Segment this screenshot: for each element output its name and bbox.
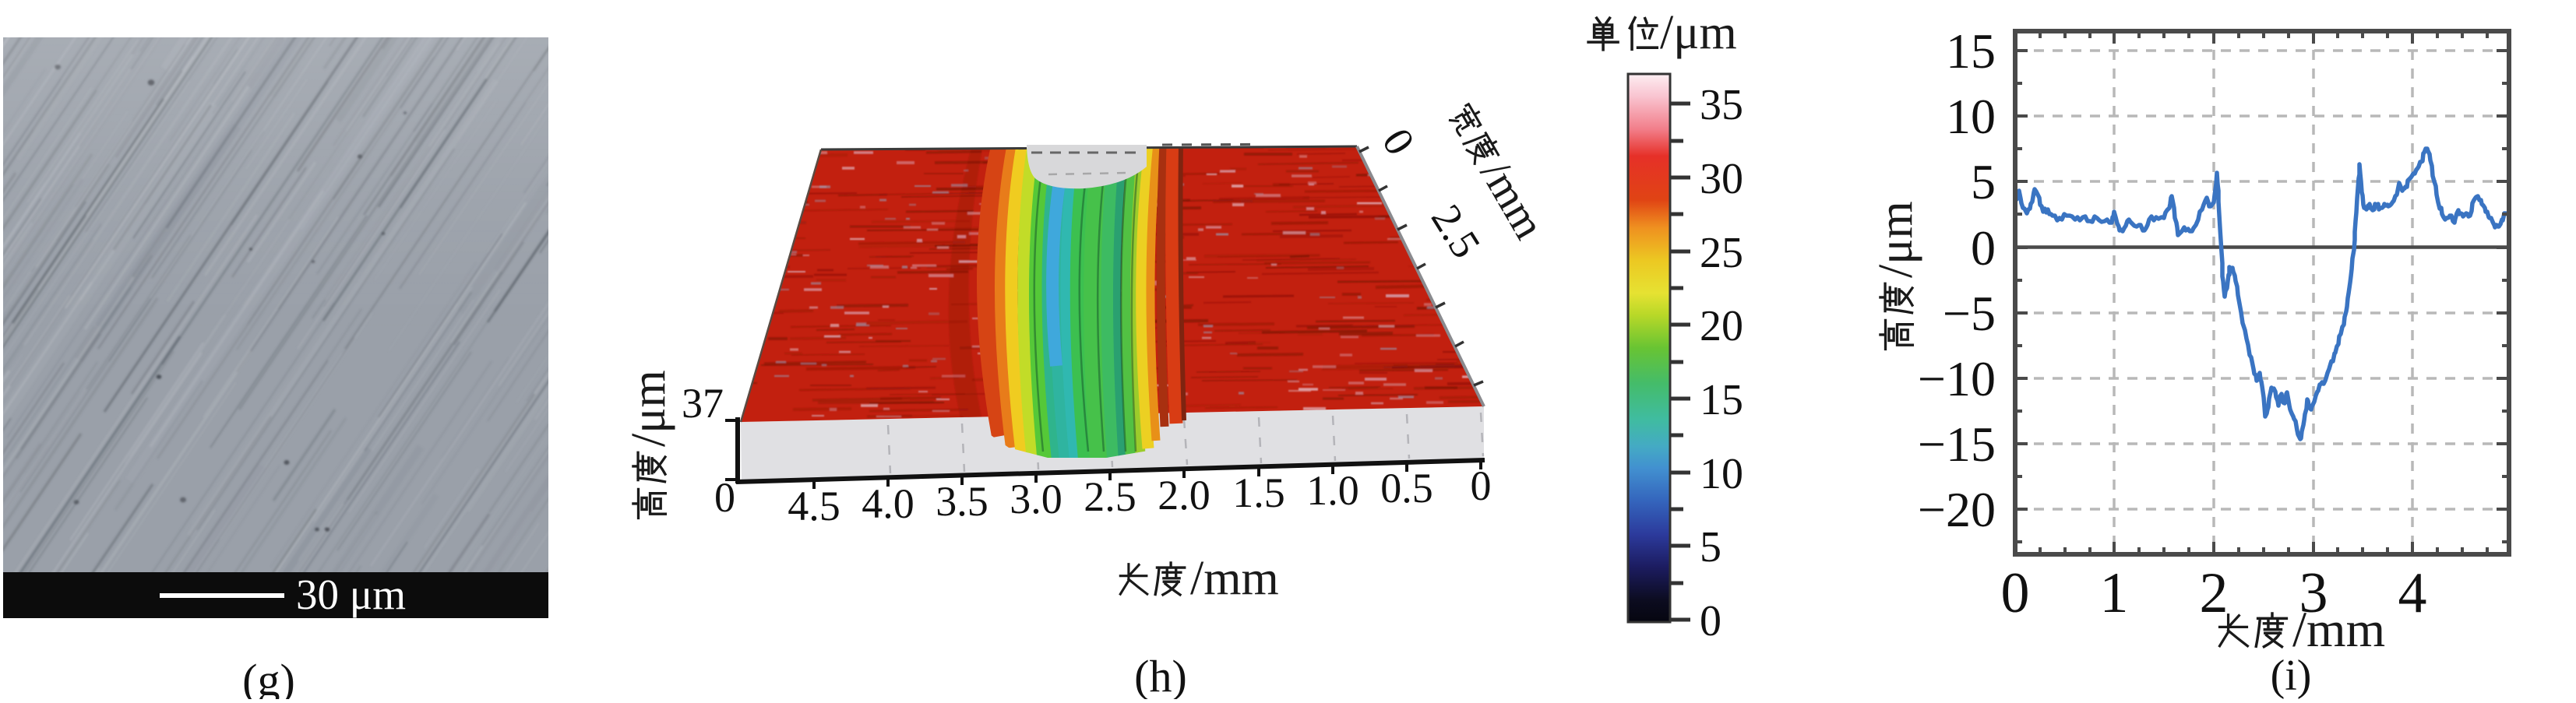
svg-text:−10: −10 [1918,351,1996,406]
svg-text:2.0: 2.0 [1158,472,1210,518]
svg-text:0: 0 [714,474,735,521]
svg-text:30: 30 [1700,155,1743,203]
svg-text:10: 10 [1700,450,1743,498]
svg-text:5: 5 [1971,154,1996,209]
svg-text:37: 37 [682,380,724,427]
svg-text:35: 35 [1700,81,1743,129]
svg-text:15: 15 [1946,23,1996,79]
svg-text:3.5: 3.5 [936,478,988,525]
svg-text:0: 0 [1471,462,1492,509]
svg-text:0: 0 [1971,220,1996,276]
svg-text:/mm: /mm [2292,602,2385,658]
svg-text:30 μm: 30 μm [296,571,406,618]
svg-text:2.5: 2.5 [1084,473,1136,520]
svg-text:4: 4 [2398,561,2427,625]
svg-text:5: 5 [1700,523,1721,571]
svg-text:4.5: 4.5 [788,483,840,529]
svg-text:3.0: 3.0 [1010,476,1062,522]
svg-text:4.0: 4.0 [862,480,914,527]
svg-text:−15: −15 [1918,417,1996,472]
svg-text:/mm: /mm [1190,552,1279,605]
svg-text:10: 10 [1946,89,1996,144]
svg-text:1.5: 1.5 [1232,469,1285,516]
svg-text:15: 15 [1700,376,1743,424]
svg-text:0: 0 [1700,597,1721,645]
svg-text:(h): (h) [1134,651,1187,699]
svg-text:−20: −20 [1918,482,1996,537]
svg-text:25: 25 [1700,229,1743,277]
svg-text:1.0: 1.0 [1306,467,1359,514]
svg-text:/μm: /μm [1660,6,1737,59]
svg-text:−5: −5 [1943,286,1996,341]
svg-text:/μm: /μm [622,370,675,447]
svg-text:(i): (i) [2271,652,2312,699]
svg-text:0.5: 0.5 [1380,465,1433,511]
svg-text:20: 20 [1700,302,1743,350]
svg-text:/μm: /μm [1869,201,1922,278]
svg-text:3: 3 [2299,561,2328,625]
svg-text:(g): (g) [242,655,295,699]
svg-text:0: 0 [2001,561,2030,625]
svg-text:1: 1 [2100,561,2129,625]
svg-text:2: 2 [2200,561,2229,625]
